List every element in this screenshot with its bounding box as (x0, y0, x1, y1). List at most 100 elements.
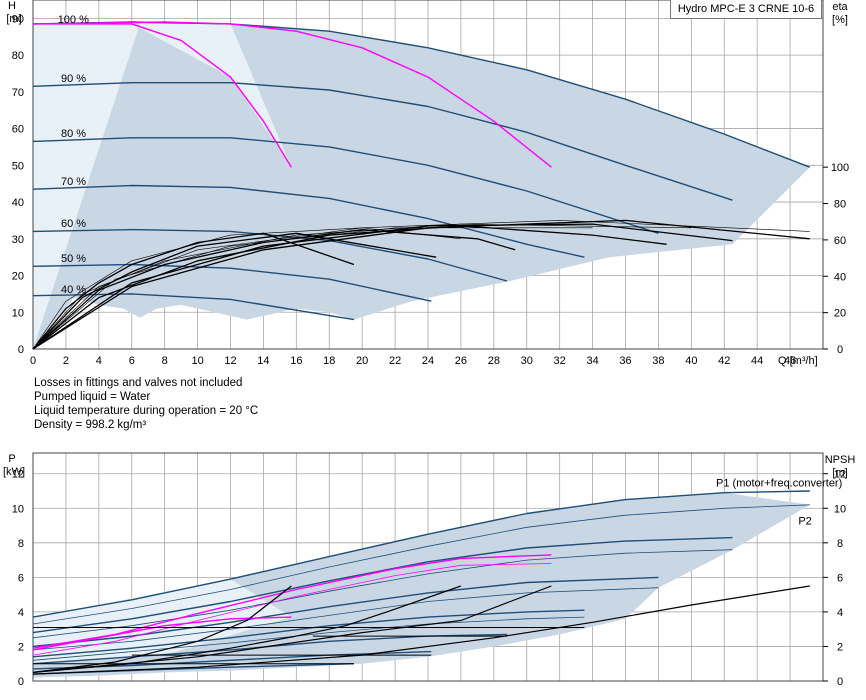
qh-system-curve-8 (32, 21, 552, 168)
power-npsh-tick-label: 4 (837, 607, 843, 619)
qh-ylabel-left: H (8, 0, 16, 12)
qh-speed-label: 60 % (61, 218, 86, 230)
power-p1-curve-80-4 (32, 576, 659, 648)
qh-xtick-label: 8 (162, 355, 168, 367)
qh-speed-curve-90-1 (32, 81, 733, 201)
qh-ytick-label: 10 (12, 307, 24, 319)
qh-xtick-label: 40 (685, 355, 697, 367)
qh-ytick-label: 70 (12, 87, 24, 99)
power-ylabel-right: NPSH (825, 454, 856, 466)
power-ylabel-left: P (8, 453, 15, 465)
power-npsh-tick-label: 6 (837, 572, 843, 584)
qh-xtick-label: 22 (389, 355, 401, 367)
qh-ytick-label: 40 (12, 197, 24, 209)
qh-ylabel-left-unit: [m] (6, 13, 21, 25)
qh-speed-label: 100 % (58, 14, 89, 26)
power-ytick-label: 4 (18, 607, 24, 619)
power-p2-curve-80-5 (32, 587, 659, 651)
qh-eta_thin-curve-16 (32, 223, 692, 350)
power-p1-curve-70-6 (32, 609, 585, 658)
qh-eta_thin-curve-17 (32, 227, 593, 350)
qh-xtick-label: 42 (718, 355, 730, 367)
power-ytick-label: 12 (12, 469, 24, 481)
qh-speed-curve-70-3 (32, 184, 585, 258)
power-p2-curve-100-1 (32, 504, 810, 625)
qh-ytick-label: 0 (18, 344, 24, 356)
qh-xtick-label: 26 (455, 355, 467, 367)
qh-ytick-label: 20 (12, 271, 24, 283)
qh-xtick-label: 20 (356, 355, 368, 367)
qh-eta-tick-label: 20 (834, 308, 846, 320)
qh-speed-label: 50 % (61, 253, 86, 265)
power-ytick-label: 10 (12, 503, 24, 515)
qh-ytick-label: 50 (12, 160, 24, 172)
qh-eta-tick-label: 80 (834, 199, 846, 211)
qh-xtick-label: 0 (30, 355, 36, 367)
power-p2-curve-70-7 (32, 616, 585, 661)
power-npsh-tick-label: 8 (837, 538, 843, 550)
power-p2-curve-90-3 (32, 549, 733, 639)
qh-xtick-label: 34 (586, 355, 598, 367)
qh-eta-tick-label: 100 (831, 162, 849, 174)
qh-eta-curve-14 (32, 219, 810, 350)
note-losses: Losses in fittings and valves not includ… (34, 377, 243, 389)
power-npsh-tick-label: 2 (837, 641, 843, 653)
power-plot-frame (32, 452, 824, 682)
power-npsh-curve-16 (32, 585, 292, 673)
qh-ytick-label: 90 (12, 13, 24, 25)
power-operating-area-light (33, 579, 292, 664)
power-ytick-label: 8 (18, 538, 24, 550)
power-system_thin-curve-13 (32, 563, 552, 656)
qh-ytick-label: 30 (12, 234, 24, 246)
power-p1-curve-100-0 (32, 490, 810, 618)
qh-xtick-label: 4 (96, 355, 102, 367)
qh-ylabel-right: eta (832, 1, 848, 13)
qh-xtick-label: 10 (191, 355, 203, 367)
qh-eta-tick-label: 0 (837, 344, 843, 356)
qh-xtick-label: 44 (751, 355, 763, 367)
qh-eta-tick-label: 40 (834, 271, 846, 283)
qh-speed-curve-40-6 (32, 293, 355, 321)
qh-xtick-label: 30 (521, 355, 533, 367)
qh-operating-area (33, 22, 810, 349)
power-npsh-tick-label: 12 (834, 469, 846, 481)
qh-speed-label: 80 % (61, 128, 86, 140)
power-ylabel-left-unit: [kW] (3, 466, 25, 478)
qh-eta-tick-label: 60 (834, 235, 846, 247)
qh-operating-area-light (33, 23, 292, 350)
qh-xtick-label: 46 (784, 355, 796, 367)
power-ylabel-right-unit: [m] (832, 467, 847, 479)
qh-system-curve-7 (33, 23, 292, 168)
power-npsh-tick-label: 0 (837, 676, 843, 688)
power-curve-label: P2 (798, 515, 811, 527)
power-system-curve-12 (32, 554, 552, 649)
qh-xtick-label: 18 (323, 355, 335, 367)
product-label: Hydro MPC-E 3 CRNE 10-6 (670, 0, 822, 19)
qh-ylabel-right-unit: [%] (832, 14, 848, 26)
qh-xtick-label: 32 (554, 355, 566, 367)
qh-ytick-label: 60 (12, 124, 24, 136)
qh-xtick-label: 38 (652, 355, 664, 367)
qh-ytick-label: 80 (12, 50, 24, 62)
qh-xtick-label: 24 (422, 355, 434, 367)
power-npsh-curve-17 (32, 585, 552, 673)
qh-xlabel: Q [m³/h] (778, 355, 818, 367)
power-ytick-label: 6 (18, 572, 24, 584)
note-pumped-liquid: Pumped liquid = Water (34, 391, 151, 403)
power-npsh-tick-label: 10 (834, 503, 846, 515)
qh-speed-curve-80-2 (32, 137, 659, 234)
qh-xtick-label: 2 (63, 355, 69, 367)
power-npsh-curve-14 (32, 585, 810, 675)
qh-xtick-label: 14 (257, 355, 269, 367)
qh-plot-frame (32, 0, 824, 350)
power-ytick-label: 2 (18, 641, 24, 653)
qh-speed-label: 40 % (61, 284, 86, 296)
qh-eta_thin-curve-15 (32, 220, 810, 350)
qh-eta_thin-curve-18 (32, 227, 461, 350)
qh-xtick-label: 6 (129, 355, 135, 367)
power-ytick-label: 0 (18, 676, 24, 688)
power-p1-curve-90-2 (32, 536, 733, 634)
qh-speed-label: 90 % (61, 73, 86, 85)
qh-xtick-label: 16 (290, 355, 302, 367)
